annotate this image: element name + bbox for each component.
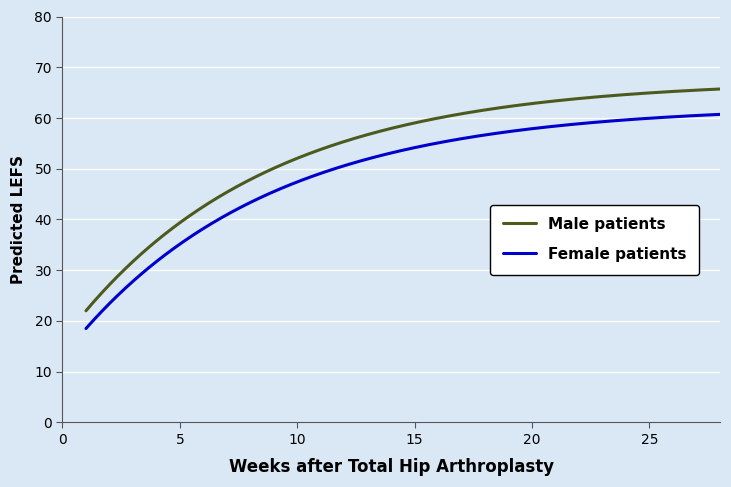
Female patients [539,125,548,131]
Female patients [82,326,91,332]
Female patients [716,112,724,117]
Male patients [480,107,489,113]
Male patients [158,233,167,239]
Legend: Male patients, Female patients: Male patients, Female patients [491,205,699,275]
Male patients [539,99,548,105]
Male patients [288,157,297,163]
Female patients [288,181,297,187]
Male patients [542,99,551,105]
Male patients [82,308,91,314]
Female patients [333,165,341,171]
Line: Female patients: Female patients [86,114,720,329]
Y-axis label: Predicted LEFS: Predicted LEFS [11,155,26,284]
X-axis label: Weeks after Total Hip Arthroplasty: Weeks after Total Hip Arthroplasty [229,458,554,476]
Female patients [158,254,167,260]
Line: Male patients: Male patients [86,89,720,311]
Female patients [542,124,551,130]
Male patients [333,141,341,147]
Female patients [480,132,489,138]
Male patients [716,86,724,92]
